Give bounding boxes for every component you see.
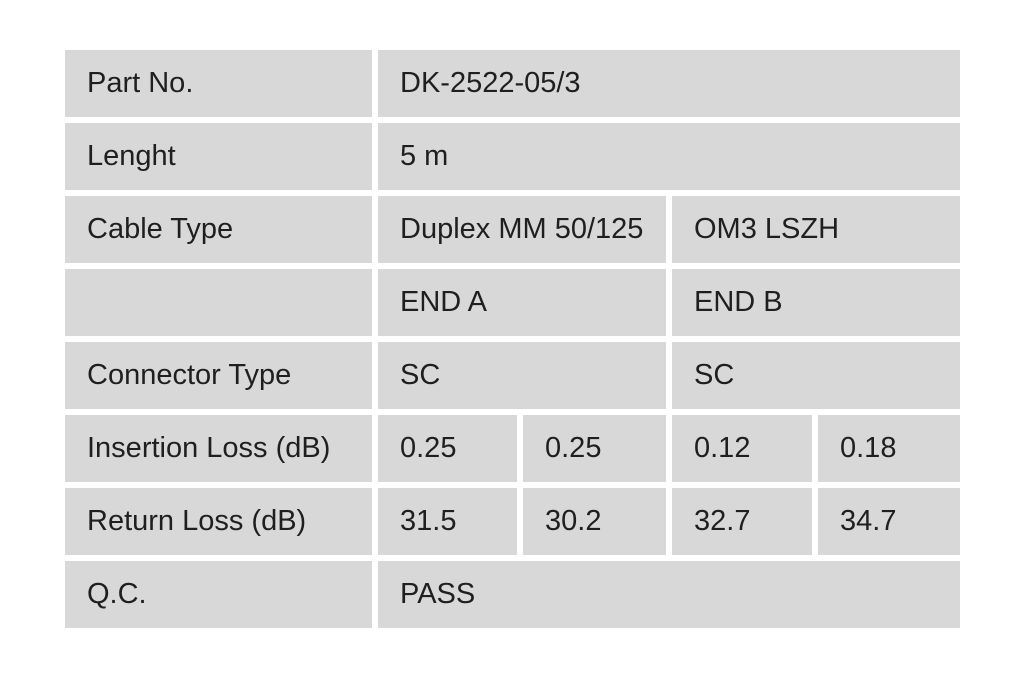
value-cell: OM3 LSZH: [672, 196, 960, 263]
value-cell: 0.12: [672, 415, 812, 482]
row-label-cell: Return Loss (dB): [65, 488, 372, 555]
value-cell: END B: [672, 269, 960, 336]
row-label-cell: Cable Type: [65, 196, 372, 263]
row-label-cell: Connector Type: [65, 342, 372, 409]
row-label-cell: Insertion Loss (dB): [65, 415, 372, 482]
value-cell: PASS: [378, 561, 960, 628]
spec-table: Part No. DK-2522-05/3 Lenght 5 m Cable Type D…: [65, 50, 960, 628]
row-label-cell: [65, 269, 372, 336]
row-label-cell: Lenght: [65, 123, 372, 190]
value-cell: DK-2522-05/3: [378, 50, 960, 117]
row-label-cell: Part No.: [65, 50, 372, 117]
value-cell: END A: [378, 269, 666, 336]
value-cell: SC: [378, 342, 666, 409]
value-cell: 5 m: [378, 123, 960, 190]
value-cell: 0.25: [378, 415, 517, 482]
value-cell: 0.18: [818, 415, 960, 482]
value-cell: SC: [672, 342, 960, 409]
value-cell: 31.5: [378, 488, 517, 555]
value-cell: 34.7: [818, 488, 960, 555]
value-cell: Duplex MM 50/125: [378, 196, 666, 263]
row-label-cell: Q.C.: [65, 561, 372, 628]
value-cell: 30.2: [523, 488, 666, 555]
value-cell: 0.25: [523, 415, 666, 482]
value-cell: 32.7: [672, 488, 812, 555]
